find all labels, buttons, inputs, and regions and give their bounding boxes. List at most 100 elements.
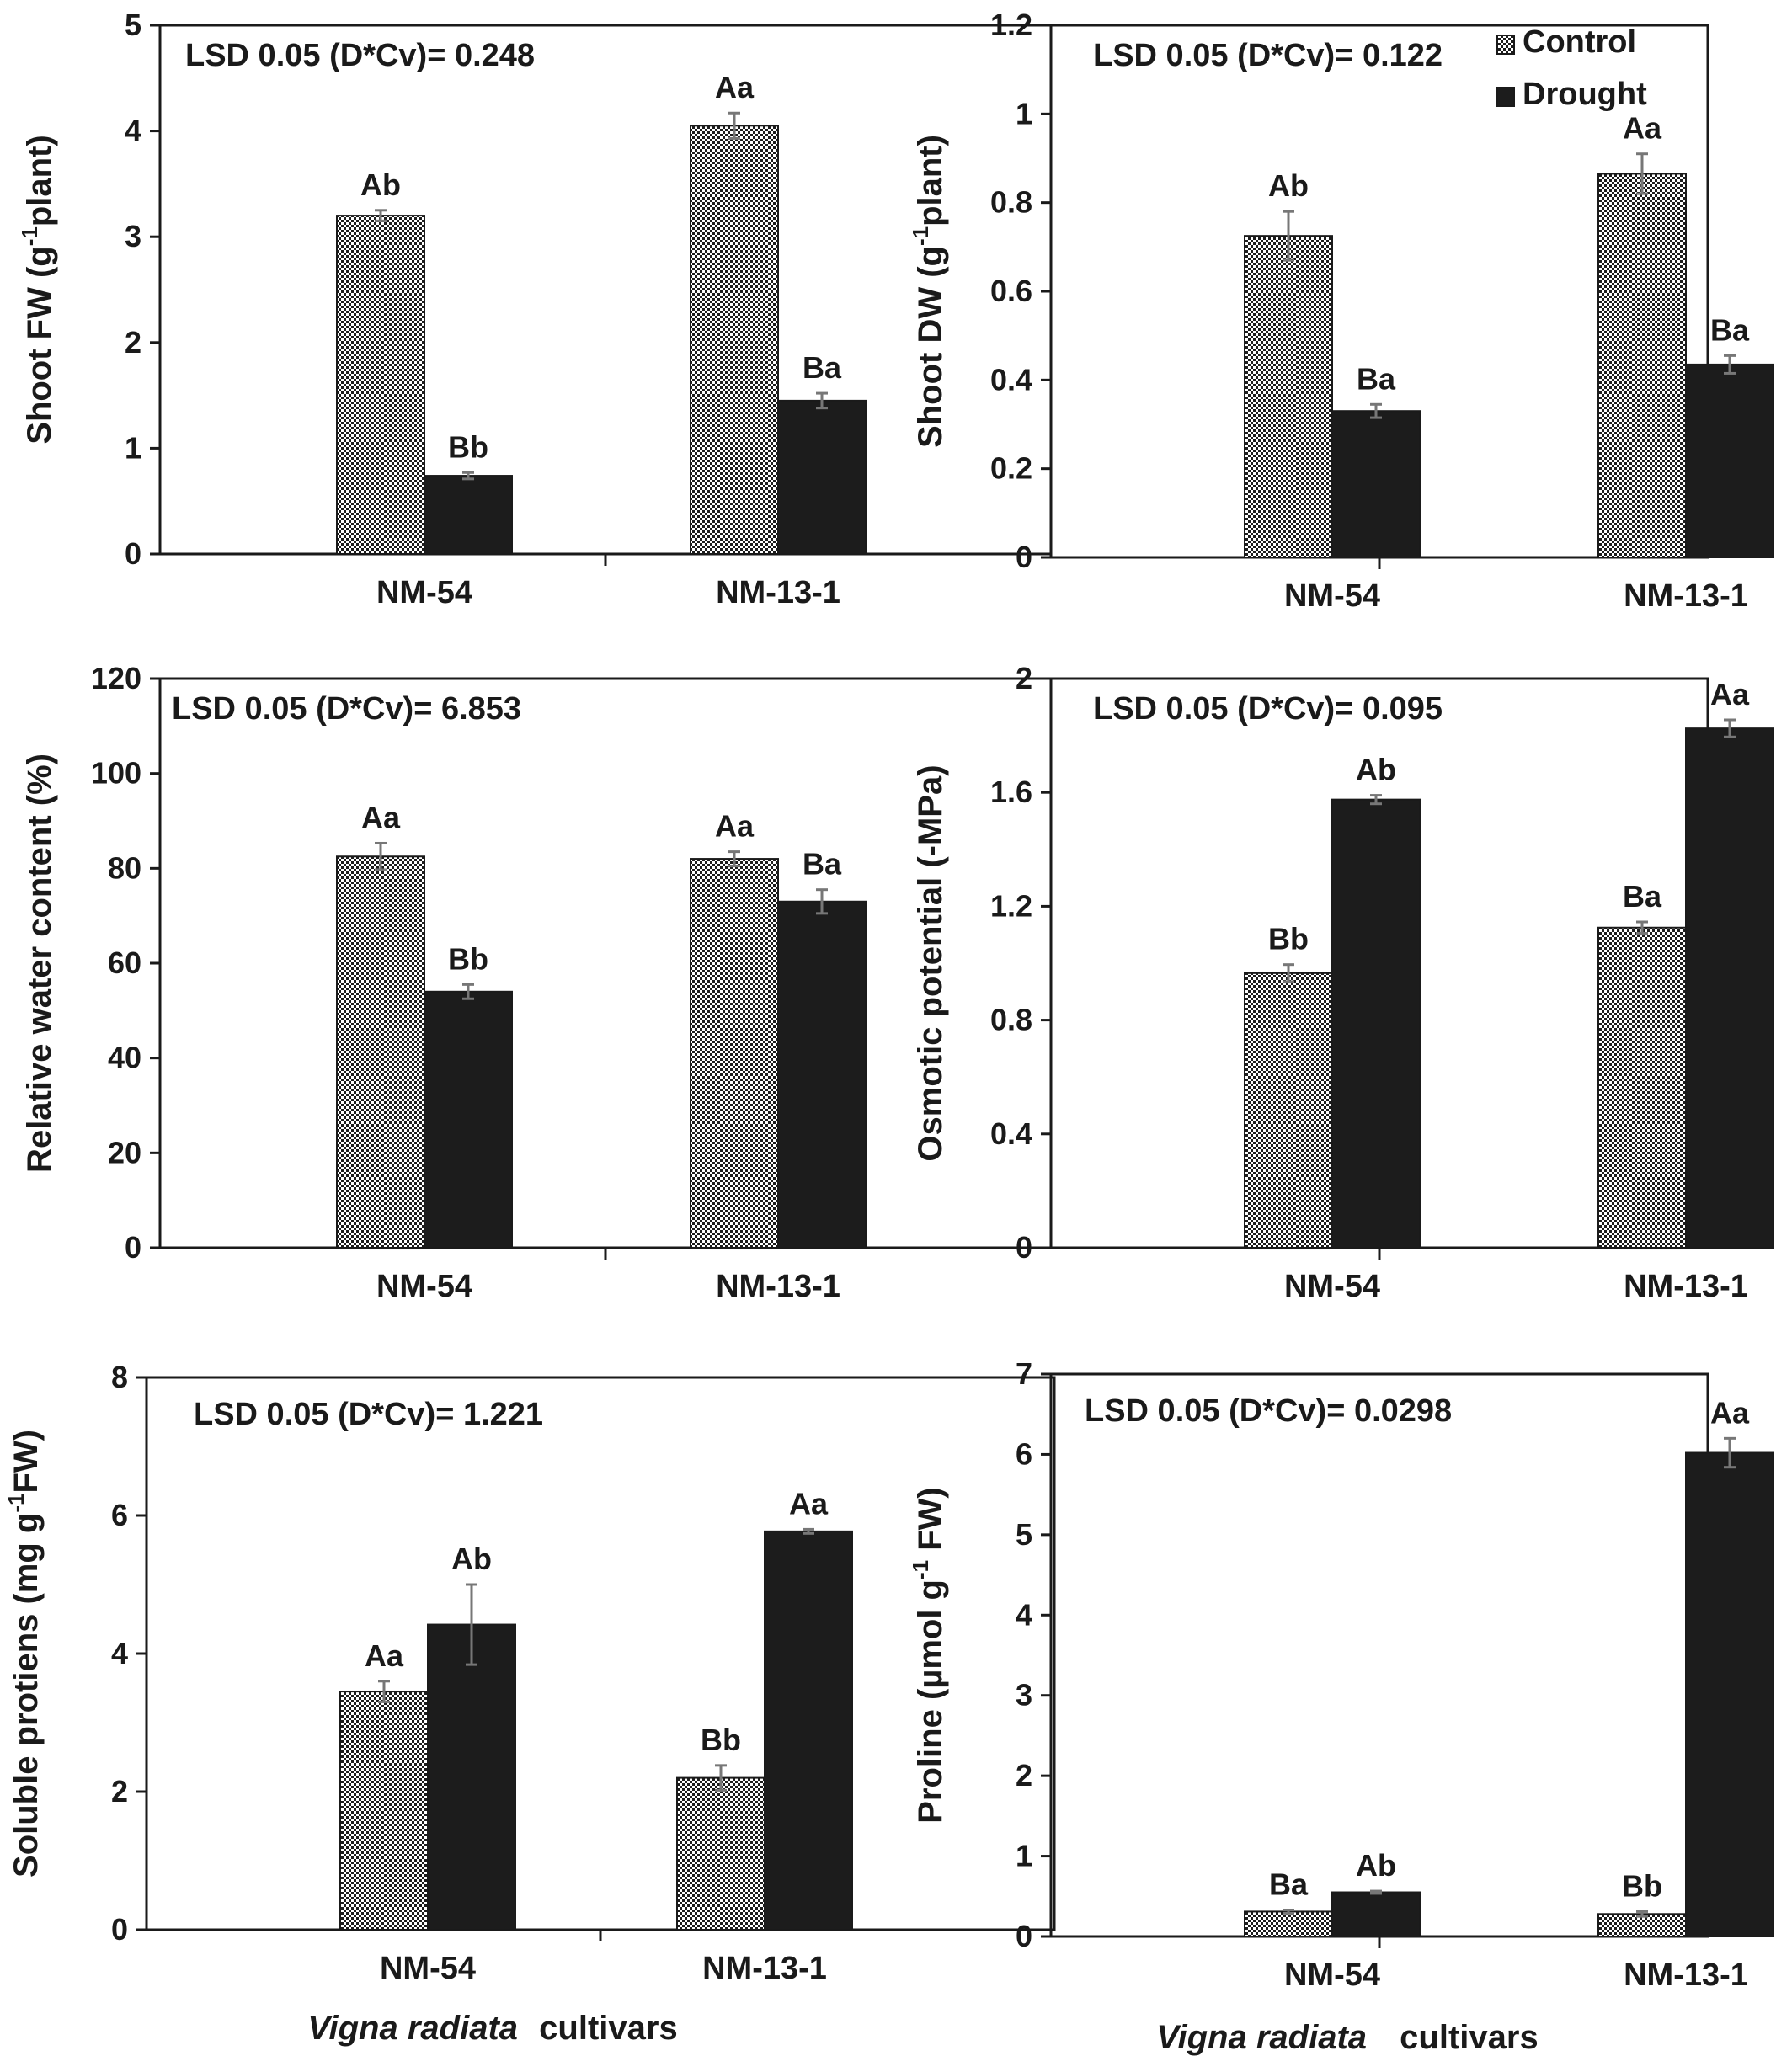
chart-panel-6: 0 1 2 3 4 5 6 7 Proline (µmol g-1 FW) LSD 0.05 (D… <box>908 1356 1774 1993</box>
y-tick-label: 3 <box>1016 1678 1032 1712</box>
y-tick-label: 2 <box>1016 1758 1032 1792</box>
bar-control <box>1244 1910 1333 1938</box>
y-tick-label: 100 <box>91 756 141 791</box>
y-tick-label: 6 <box>1016 1436 1032 1471</box>
legend-label-control: Control <box>1523 24 1636 60</box>
significance-letter: Ba <box>1623 879 1662 913</box>
y-tick-label: 2 <box>125 325 141 360</box>
significance-letter: Ba <box>1357 361 1396 396</box>
y-tick-label: 0.4 <box>990 1116 1032 1151</box>
y-tick-label: 1.2 <box>990 8 1032 42</box>
y-tick-label: 2 <box>111 1774 128 1808</box>
y-tick-label: 0.4 <box>990 362 1032 397</box>
y-tick-label: 120 <box>91 661 141 695</box>
significance-letter: Bb <box>1268 922 1309 956</box>
chart-panel-4: 0 0.4 0.8 1.2 1.6 2 Osmotic potential (-MPa) LS… <box>912 661 1774 1304</box>
x-axis-title-right: Vigna radiata cultivars <box>1156 2019 1538 2056</box>
y-tick-label: 6 <box>111 1498 128 1532</box>
bar-drought <box>1331 798 1421 1249</box>
significance-letter: Bb <box>701 1723 741 1757</box>
chart-panel-1: 0 1 2 3 4 5 Shoot FW (g-1plant) LSD 0.05 (D*Cv)… <box>17 8 1053 610</box>
significance-letter: Ab <box>1356 1848 1396 1883</box>
lsd-annotation: LSD 0.05 (D*Cv)= 0.248 <box>185 38 535 73</box>
bar-drought <box>1331 1891 1421 1938</box>
bar-drought <box>424 990 513 1249</box>
bar-control <box>339 1691 429 1931</box>
x-category-label: NM-54 <box>1284 578 1380 614</box>
bar-control <box>1244 972 1333 1249</box>
y-axis-label: Relative water content (%) <box>21 754 58 1173</box>
x-title-plain: cultivars <box>1400 2019 1539 2056</box>
y-tick-label: 60 <box>108 945 141 980</box>
significance-letter: Ba <box>1269 1867 1309 1902</box>
bar-drought <box>1331 410 1421 559</box>
bar-drought <box>1685 727 1774 1249</box>
y-tick-label: 1 <box>1016 1839 1032 1873</box>
y-tick-label: 7 <box>1016 1356 1032 1391</box>
y-tick-label: 0.8 <box>990 1003 1032 1037</box>
y-tick-label: 0 <box>111 1912 128 1947</box>
y-axis-label: Shoot DW (g-1plant) <box>908 135 949 448</box>
y-tick-label: 0 <box>1016 1919 1032 1953</box>
bar-control <box>690 858 779 1249</box>
chart-panel-2: 0 0.2 0.4 0.6 0.8 1 1.2 Shoot DW (g-1plant) LSD … <box>908 8 1774 614</box>
y-tick-label: 1.2 <box>990 888 1032 923</box>
significance-letter: Aa <box>361 800 401 834</box>
lsd-annotation: LSD 0.05 (D*Cv)= 6.853 <box>172 691 521 727</box>
significance-letter: Bb <box>448 941 488 976</box>
bar-drought <box>777 399 867 555</box>
y-axis-label: Proline (µmol g-1 FW) <box>908 1487 949 1823</box>
y-tick-label: 4 <box>1016 1597 1032 1632</box>
bar-control <box>1597 926 1687 1249</box>
significance-letter: Ba <box>1710 312 1750 347</box>
significance-letter: Ab <box>451 1542 492 1576</box>
bar-control <box>1597 173 1687 559</box>
significance-letter: Bb <box>448 429 488 464</box>
significance-letter: Aa <box>715 70 755 104</box>
x-category-label: NM-54 <box>376 575 472 610</box>
bar-control <box>690 125 779 555</box>
bar-drought <box>777 900 867 1249</box>
y-tick-label: 0.6 <box>990 274 1032 308</box>
y-tick-label: 1 <box>125 430 141 465</box>
y-tick-label: 0 <box>1016 1230 1032 1265</box>
significance-letter: Bb <box>1622 1868 1662 1903</box>
significance-letter: Aa <box>1710 1395 1750 1430</box>
y-tick-label: 3 <box>125 219 141 253</box>
significance-letter: Aa <box>789 1486 829 1521</box>
x-category-label: NM-54 <box>376 1269 472 1304</box>
x-title-plain: cultivars <box>539 2010 678 2047</box>
significance-letter: Aa <box>365 1638 404 1673</box>
significance-letter: Aa <box>1623 111 1662 146</box>
y-tick-label: 0 <box>1016 540 1032 574</box>
y-tick-label: 20 <box>108 1135 141 1169</box>
x-title-italic: Vigna radiata <box>307 2010 518 2047</box>
y-tick-label: 4 <box>125 114 141 148</box>
x-title-italic: Vigna radiata <box>1156 2019 1367 2056</box>
y-tick-label: 40 <box>108 1041 141 1075</box>
y-tick-label: 5 <box>125 8 141 42</box>
bar-control <box>676 1776 765 1931</box>
x-category-label: NM-13-1 <box>1624 1957 1748 1993</box>
bar-drought <box>424 475 513 556</box>
lsd-annotation: LSD 0.05 (D*Cv)= 0.0298 <box>1085 1393 1452 1429</box>
x-category-label: NM-54 <box>380 1951 476 1986</box>
y-tick-label: 80 <box>108 850 141 885</box>
legend: Control Drought <box>1496 24 1647 112</box>
x-category-label: NM-13-1 <box>1624 578 1748 614</box>
legend-label-drought: Drought <box>1523 77 1647 112</box>
significance-letter: Ab <box>360 168 401 202</box>
y-tick-label: 1.6 <box>990 775 1032 809</box>
significance-letter: Aa <box>1710 677 1750 711</box>
y-tick-label: 2 <box>1016 661 1032 695</box>
x-category-label: NM-13-1 <box>1624 1269 1748 1304</box>
x-category-label: NM-54 <box>1284 1957 1380 1993</box>
x-category-label: NM-54 <box>1284 1269 1380 1304</box>
x-axis-title-left: Vigna radiata cultivars <box>307 2010 677 2047</box>
lsd-annotation: LSD 0.05 (D*Cv)= 0.122 <box>1093 38 1443 73</box>
y-tick-label: 4 <box>111 1636 128 1670</box>
y-tick-label: 0 <box>125 1230 141 1265</box>
x-category-label: NM-13-1 <box>716 575 840 610</box>
bar-control <box>336 215 425 555</box>
